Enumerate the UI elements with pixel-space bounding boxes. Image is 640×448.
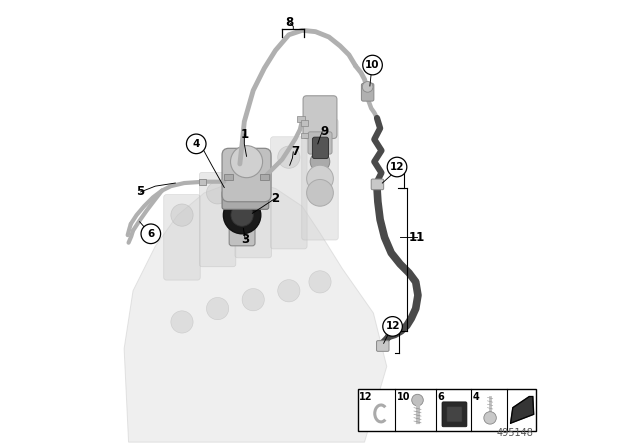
Circle shape (307, 165, 333, 192)
Bar (301, 133, 308, 138)
FancyBboxPatch shape (229, 220, 255, 246)
Circle shape (310, 152, 330, 172)
Bar (224, 174, 233, 181)
Circle shape (242, 289, 264, 311)
Circle shape (186, 134, 206, 154)
Text: 12: 12 (385, 321, 400, 332)
Text: 12: 12 (390, 162, 404, 172)
Text: 4: 4 (473, 392, 479, 402)
FancyBboxPatch shape (362, 83, 374, 101)
FancyBboxPatch shape (376, 340, 389, 351)
FancyBboxPatch shape (222, 190, 269, 209)
Text: 6: 6 (437, 392, 444, 402)
Text: 5: 5 (136, 185, 145, 198)
Circle shape (383, 317, 403, 336)
Circle shape (309, 128, 331, 151)
Bar (199, 179, 205, 185)
Circle shape (309, 271, 331, 293)
Circle shape (484, 412, 496, 424)
Text: 2: 2 (271, 192, 280, 205)
FancyBboxPatch shape (447, 407, 462, 422)
Circle shape (363, 55, 382, 75)
Circle shape (207, 297, 228, 320)
FancyBboxPatch shape (199, 172, 236, 267)
Circle shape (207, 182, 228, 204)
Circle shape (141, 224, 161, 244)
Text: 8: 8 (285, 16, 294, 29)
Text: 10: 10 (397, 392, 410, 402)
FancyBboxPatch shape (222, 148, 271, 202)
Text: 6: 6 (147, 229, 154, 239)
Circle shape (307, 180, 333, 206)
Text: 4: 4 (193, 139, 200, 149)
FancyBboxPatch shape (358, 389, 536, 431)
Text: 1: 1 (240, 128, 248, 141)
Circle shape (223, 196, 260, 234)
Text: 11: 11 (409, 231, 425, 244)
Bar (301, 120, 308, 125)
FancyBboxPatch shape (271, 137, 307, 249)
FancyBboxPatch shape (312, 137, 328, 159)
FancyBboxPatch shape (442, 402, 467, 427)
FancyBboxPatch shape (164, 194, 200, 280)
Circle shape (362, 82, 373, 92)
Text: 12: 12 (359, 392, 372, 402)
Bar (297, 116, 305, 121)
Circle shape (278, 280, 300, 302)
Polygon shape (511, 396, 534, 423)
FancyBboxPatch shape (371, 179, 383, 190)
Text: 7: 7 (291, 145, 300, 159)
Text: 9: 9 (321, 125, 328, 138)
Circle shape (412, 394, 423, 406)
Circle shape (231, 204, 253, 226)
Circle shape (242, 164, 264, 186)
Text: 10: 10 (365, 60, 380, 70)
Text: 3: 3 (241, 233, 249, 246)
Circle shape (230, 146, 262, 178)
Circle shape (171, 204, 193, 226)
Circle shape (278, 146, 300, 168)
Circle shape (387, 157, 407, 177)
FancyBboxPatch shape (303, 96, 337, 138)
Bar (260, 174, 269, 181)
FancyBboxPatch shape (235, 155, 271, 258)
Polygon shape (124, 180, 387, 442)
FancyBboxPatch shape (301, 119, 339, 240)
Text: 495148: 495148 (497, 428, 534, 438)
FancyBboxPatch shape (308, 132, 332, 154)
Circle shape (171, 311, 193, 333)
